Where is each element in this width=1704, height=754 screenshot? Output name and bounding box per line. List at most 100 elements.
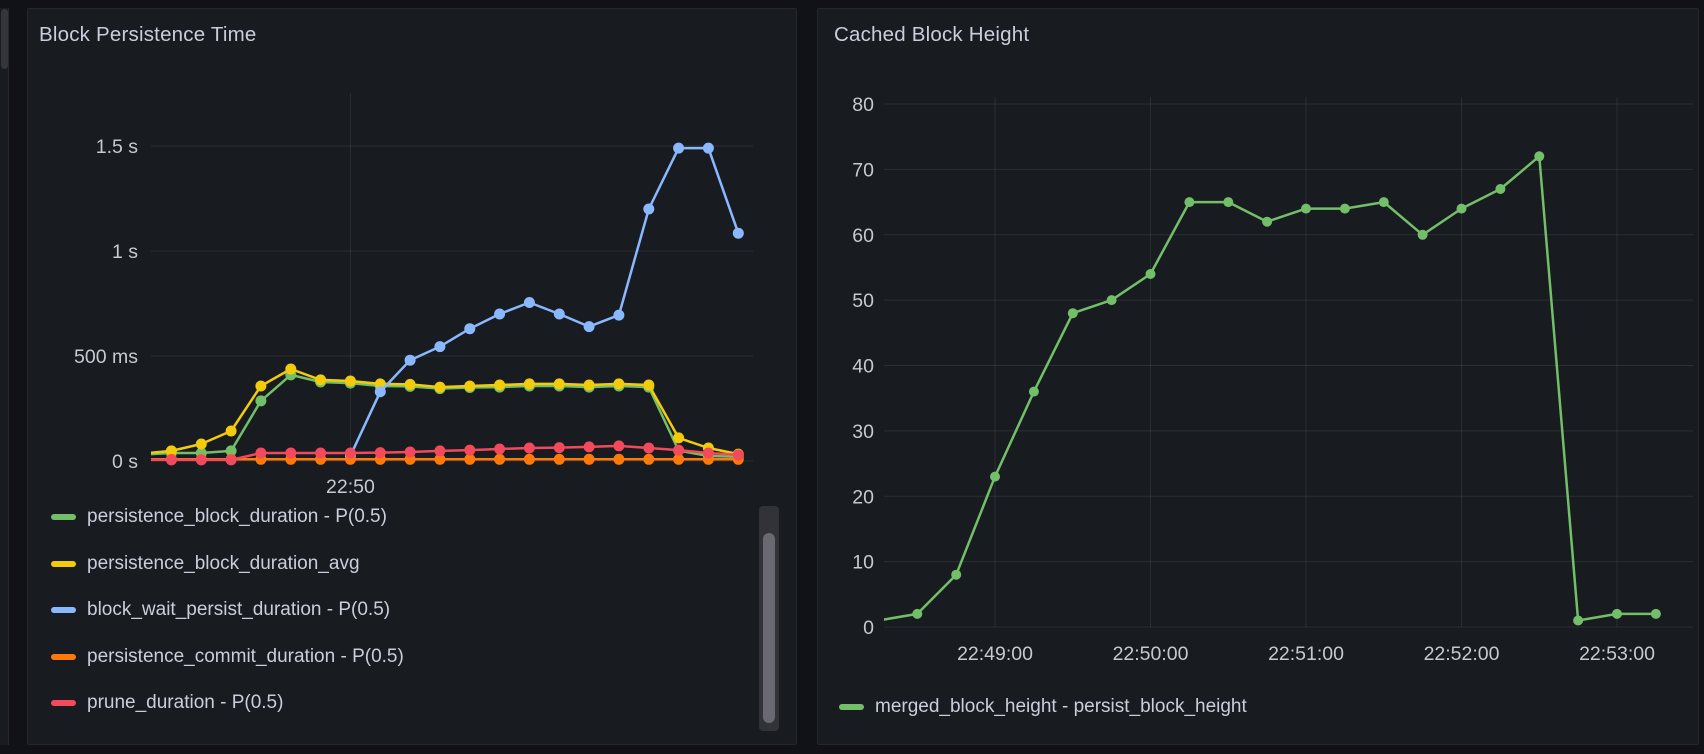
data-point — [195, 454, 207, 466]
offscreen-panel-scrollbar-thumb[interactable] — [1, 9, 8, 69]
data-point — [285, 363, 297, 375]
y-axis-tick-label: 500 ms — [74, 346, 138, 368]
data-point — [732, 227, 744, 239]
x-axis-tick-label: 22:49:00 — [957, 643, 1033, 665]
y-axis-tick-label: 60 — [852, 225, 874, 247]
data-point — [195, 438, 207, 450]
data-point — [315, 374, 327, 386]
offscreen-panel-edge — [0, 8, 9, 745]
data-point — [1301, 203, 1311, 214]
y-axis-tick-label: 40 — [852, 356, 874, 378]
data-point — [344, 375, 356, 387]
data-point — [643, 379, 655, 391]
data-point — [1067, 308, 1078, 319]
y-axis-tick-label: 0 — [863, 617, 874, 639]
data-point — [494, 453, 506, 465]
data-point — [404, 354, 416, 366]
data-point — [494, 443, 506, 455]
data-point — [613, 309, 625, 321]
data-point — [1262, 216, 1273, 227]
legend: merged_block_height - persist_block_heig… — [839, 689, 1247, 725]
data-point — [523, 453, 535, 465]
data-point — [643, 442, 655, 454]
data-point — [165, 445, 177, 457]
data-point — [165, 454, 177, 466]
data-point — [613, 378, 625, 390]
legend-series-label: persistence_block_duration - P(0.5) — [87, 506, 387, 528]
y-axis-tick-label: 50 — [852, 290, 874, 312]
data-point — [225, 425, 237, 437]
y-axis-tick-label: 10 — [852, 552, 874, 574]
data-point — [315, 447, 327, 459]
data-point — [523, 297, 535, 308]
legend-item[interactable]: merged_block_height - persist_block_heig… — [839, 689, 1247, 725]
legend-series-marker — [51, 560, 76, 567]
data-point — [494, 379, 506, 391]
data-point — [255, 380, 267, 392]
data-point — [553, 378, 565, 390]
data-point — [553, 453, 565, 465]
data-point — [1417, 229, 1428, 240]
legend-series-marker — [51, 700, 76, 707]
data-point — [523, 378, 535, 390]
data-point — [285, 447, 297, 459]
legend-item[interactable]: block_wait_persist_duration - P(0.5) — [51, 587, 404, 634]
panel-cached-block-height: Cached Block Height 80 70 60 50 40 30 20 10 0 22:… — [817, 8, 1699, 745]
data-point — [225, 454, 237, 466]
data-point — [583, 321, 595, 333]
legend-item[interactable]: persistence_commit_duration - P(0.5) — [51, 634, 404, 681]
block-persistence-time-plot-area[interactable]: 1.5 s 1 s 500 ms 0 s 22:50 — [28, 9, 796, 744]
cached-block-height-plot-area[interactable]: 80 70 60 50 40 30 20 10 0 22:49:00 22:50:00 22:51:0… — [818, 9, 1698, 744]
data-point — [553, 442, 565, 454]
data-point — [225, 445, 237, 457]
data-point — [374, 386, 386, 398]
data-point — [434, 453, 446, 465]
y-axis-tick-label: 0 s — [112, 451, 138, 473]
data-point — [494, 308, 506, 320]
legend-item[interactable]: persistence_block_duration_avg — [51, 541, 404, 588]
data-point — [344, 447, 356, 459]
x-axis-tick-label: 22:51:00 — [1268, 643, 1344, 665]
data-point — [1145, 269, 1156, 279]
legend-item[interactable]: prune_duration - P(0.5) — [51, 680, 404, 727]
legend-series-label: prune_duration - P(0.5) — [87, 692, 284, 714]
x-axis-tick-label: 22:52:00 — [1424, 643, 1500, 665]
y-axis-tick-label: 1.5 s — [96, 136, 139, 158]
data-point — [464, 323, 476, 335]
panel-block-persistence-time: Block Persistence Time 1.5 s 1 s 500 ms 0 s… — [27, 8, 797, 745]
legend-scrollbar-thumb[interactable] — [763, 533, 775, 723]
data-point — [1573, 615, 1584, 626]
legend-scrollbar-track[interactable] — [759, 506, 779, 731]
data-point — [702, 447, 714, 459]
data-point — [583, 453, 595, 465]
x-axis-tick-label: 22:50 — [326, 476, 375, 498]
legend-item[interactable]: persistence_block_duration - P(0.5) — [51, 494, 404, 541]
panel-title[interactable]: Cached Block Height — [834, 23, 1030, 46]
legend-series-label: merged_block_height - persist_block_heig… — [875, 696, 1247, 717]
data-point — [702, 142, 714, 154]
data-point — [732, 449, 744, 461]
data-point — [1223, 197, 1234, 208]
data-point — [553, 308, 565, 320]
data-point — [643, 203, 655, 215]
y-axis-tick-label: 1 s — [112, 241, 138, 263]
data-point — [404, 446, 416, 458]
legend-series-marker — [51, 653, 76, 660]
legend-series-label: persistence_block_duration_avg — [87, 552, 360, 574]
panel-title[interactable]: Block Persistence Time — [39, 23, 257, 46]
data-point — [1650, 608, 1661, 619]
data-point — [255, 447, 267, 459]
data-point — [374, 378, 386, 390]
data-point — [613, 440, 625, 452]
data-point — [583, 379, 595, 391]
legend-series-label: block_wait_persist_duration - P(0.5) — [87, 599, 391, 621]
data-point — [464, 380, 476, 392]
data-point — [464, 453, 476, 465]
data-point — [1184, 197, 1195, 208]
legend-series-marker — [839, 704, 864, 710]
data-point — [951, 569, 962, 580]
data-point — [1106, 295, 1117, 306]
data-point — [523, 442, 535, 454]
data-point — [673, 142, 685, 154]
y-axis-tick-label: 70 — [852, 159, 874, 181]
